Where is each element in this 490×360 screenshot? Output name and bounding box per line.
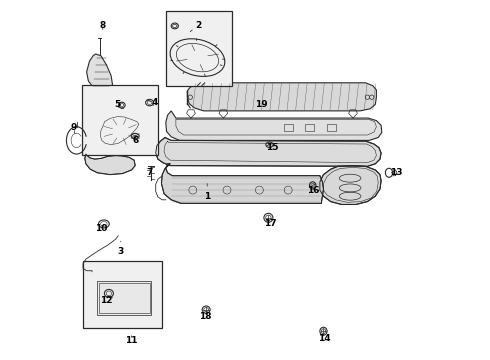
Text: 13: 13 [390,168,402,177]
Text: 17: 17 [264,219,276,228]
Bar [82,85,158,155]
Polygon shape [187,83,376,111]
Text: 5: 5 [114,100,121,109]
Text: 16: 16 [307,186,319,195]
Text: 14: 14 [318,334,331,343]
Text: 19: 19 [255,100,268,109]
Text: 10: 10 [95,224,107,233]
Text: 3: 3 [118,241,124,256]
Text: 6: 6 [132,135,138,145]
Text: 12: 12 [100,296,113,305]
Polygon shape [87,54,113,91]
Polygon shape [166,111,382,140]
Bar [166,11,232,86]
Text: 4: 4 [152,98,158,107]
Polygon shape [85,154,135,175]
Polygon shape [156,138,381,166]
Text: 2: 2 [190,21,201,32]
Polygon shape [88,272,160,326]
Text: 11: 11 [125,336,138,345]
Text: 7: 7 [147,167,153,177]
Bar [99,283,149,313]
Bar [284,124,293,131]
Bar [83,261,162,328]
Text: 9: 9 [71,123,77,133]
Text: 18: 18 [199,312,212,321]
Bar [98,281,151,315]
Polygon shape [97,113,143,148]
Text: 8: 8 [99,21,106,30]
Bar [305,124,314,131]
Polygon shape [162,164,323,203]
Bar [327,124,336,131]
Text: 15: 15 [266,143,278,152]
Text: 1: 1 [204,184,210,201]
Polygon shape [320,166,381,204]
